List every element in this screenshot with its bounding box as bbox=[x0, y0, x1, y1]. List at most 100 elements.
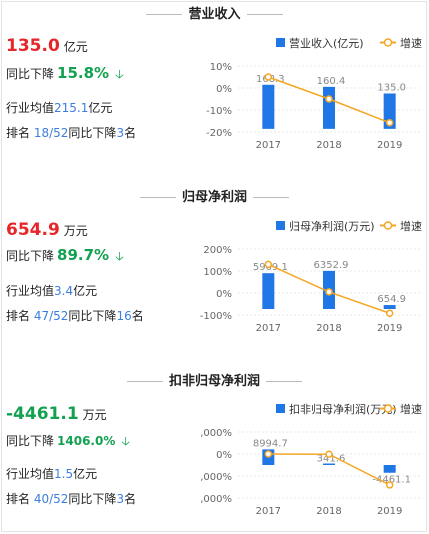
legend-bar-swatch bbox=[276, 404, 285, 413]
main-value: -4461.1 bbox=[6, 404, 79, 424]
x-tick-label: 2018 bbox=[316, 140, 341, 151]
legend-bar-label: 归母净利润(万元) bbox=[289, 219, 375, 233]
legend-line-marker bbox=[383, 38, 393, 47]
section-title: 归母净利润 bbox=[0, 186, 429, 205]
growth-point bbox=[264, 260, 273, 269]
growth-point bbox=[264, 73, 273, 81]
growth-point bbox=[325, 450, 333, 458]
bar bbox=[262, 84, 275, 129]
industry-avg-row: 行业均值215.1亿元 bbox=[6, 99, 112, 116]
legend-bar-label: 营业收入(亿元) bbox=[289, 36, 364, 50]
x-tick-label: 2019 bbox=[377, 140, 402, 151]
industry-avg-label: 行业均值 bbox=[6, 284, 55, 298]
rank-row: 排名 47/52同比下降16名 bbox=[6, 307, 144, 324]
rank-change-label: 同比下降 bbox=[68, 492, 117, 506]
legend-line-label: 增速 bbox=[400, 36, 422, 50]
title-divider-right bbox=[246, 14, 283, 15]
legend-bar-swatch bbox=[276, 38, 285, 47]
rank-change-value: 3 bbox=[116, 492, 125, 506]
growth-point bbox=[325, 288, 333, 296]
down-arrow-icon: 🡣 bbox=[121, 434, 130, 448]
x-tick-label: 2018 bbox=[316, 323, 341, 334]
bar bbox=[262, 273, 275, 309]
yoy-percent: 1406.0% bbox=[57, 434, 116, 448]
y-tick-label: 0% bbox=[216, 289, 232, 300]
main-unit: 万元 bbox=[82, 408, 107, 422]
yoy-percent: 89.7% bbox=[57, 246, 110, 264]
bar bbox=[323, 86, 335, 129]
main-value-row: -4461.1 万元 bbox=[6, 404, 107, 424]
growth-point bbox=[385, 119, 394, 127]
legend-line-label: 增速 bbox=[400, 219, 422, 233]
bar-value-label: 8994.7 bbox=[253, 438, 288, 449]
growth-point bbox=[385, 481, 394, 489]
chart-legend: 扣非归母净利润(万元) 增速 bbox=[276, 402, 422, 416]
yoy-percent: 15.8% bbox=[57, 64, 110, 82]
net-profit-chart: 归母净利润(万元) 增速 200% 100% 0% -100% 5969.1 6352.9 65… bbox=[200, 219, 422, 334]
revenue-chart: 营业收入(亿元)增速10%0%-10%-20%168.3160.4135.020… bbox=[206, 36, 422, 151]
main-value-row: 654.9 万元 bbox=[6, 220, 88, 240]
section-title: 营业收入 bbox=[0, 3, 429, 22]
bar-value-label: 654.9 bbox=[377, 294, 406, 305]
rank-suffix: 名 bbox=[124, 126, 137, 140]
industry-avg-unit: 亿元 bbox=[73, 284, 98, 298]
industry-avg-unit: 亿元 bbox=[88, 101, 113, 115]
main-value-row: 135.0 亿元 bbox=[6, 36, 88, 56]
rank-row: 排名 40/52同比下降3名 bbox=[6, 490, 136, 507]
title-divider-left bbox=[146, 14, 183, 15]
growth-point bbox=[325, 95, 333, 103]
rank-change-value: 16 bbox=[116, 309, 132, 323]
rank-row: 排名 18/52同比下降3名 bbox=[6, 124, 136, 141]
growth-point bbox=[385, 309, 394, 317]
x-tick-label: 2019 bbox=[377, 323, 402, 334]
title-divider-left bbox=[126, 381, 163, 382]
bar bbox=[383, 465, 396, 473]
industry-avg-row: 行业均值3.4亿元 bbox=[6, 282, 97, 299]
deducted-net-profit-chart: 扣非归母净利润(万元) 增速 ,000% 0% ,000% ,000% 8994.7 341.… bbox=[200, 402, 422, 517]
rank-change-label: 同比下降 bbox=[68, 309, 117, 323]
bar-value-label: 160.4 bbox=[317, 76, 346, 87]
rank-suffix: 名 bbox=[124, 492, 137, 506]
industry-avg-label: 行业均值 bbox=[6, 101, 55, 115]
industry-avg-unit: 亿元 bbox=[73, 467, 98, 481]
rank-value: 18/52 bbox=[33, 126, 69, 140]
bar-value-label: 135.0 bbox=[377, 83, 406, 94]
industry-avg-value: 3.4 bbox=[54, 284, 74, 298]
x-tick-label: 2017 bbox=[256, 323, 281, 334]
yoy-row: 同比下降 1406.0% 🡣 bbox=[6, 432, 130, 453]
legend-bar-label: 扣非归母净利润(万元) bbox=[289, 402, 397, 416]
x-tick-label: 2017 bbox=[256, 506, 281, 517]
y-tick-label: 10% bbox=[210, 62, 232, 73]
legend-bar-swatch bbox=[276, 221, 285, 230]
section-title-text: 归母净利润 bbox=[181, 190, 247, 205]
y-tick-label: ,000% bbox=[200, 472, 232, 483]
x-tick-label: 2017 bbox=[256, 140, 281, 151]
rank-change-value: 3 bbox=[116, 126, 125, 140]
bar bbox=[383, 93, 396, 129]
y-tick-label: -20% bbox=[206, 128, 232, 139]
down-arrow-icon: 🡣 bbox=[115, 67, 124, 81]
y-tick-label: 0% bbox=[216, 450, 232, 461]
main-unit: 亿元 bbox=[63, 40, 88, 54]
industry-avg-value: 215.1 bbox=[54, 101, 89, 115]
rank-suffix: 名 bbox=[131, 309, 144, 323]
y-tick-label: -100% bbox=[200, 311, 232, 322]
down-arrow-icon: 🡣 bbox=[115, 249, 124, 263]
growth-point bbox=[264, 450, 273, 458]
y-tick-label: -10% bbox=[206, 106, 232, 117]
y-tick-label: 200% bbox=[203, 245, 232, 256]
industry-avg-row: 行业均值1.5亿元 bbox=[6, 465, 97, 482]
rank-label: 排名 bbox=[6, 126, 34, 140]
yoy-row: 同比下降 89.7% 🡣 bbox=[6, 246, 124, 268]
rank-value: 40/52 bbox=[33, 492, 69, 506]
bar-value-label: 6352.9 bbox=[314, 260, 349, 271]
yoy-label: 同比下降 bbox=[6, 249, 55, 263]
legend-line-label: 增速 bbox=[400, 402, 422, 416]
title-divider-right bbox=[266, 381, 302, 382]
industry-avg-value: 1.5 bbox=[54, 467, 74, 481]
x-tick-label: 2018 bbox=[316, 506, 341, 517]
y-tick-label: ,000% bbox=[200, 428, 232, 439]
section-title-text: 扣非归母净利润 bbox=[168, 374, 260, 389]
y-tick-label: ,000% bbox=[200, 494, 232, 505]
bar bbox=[383, 305, 396, 309]
